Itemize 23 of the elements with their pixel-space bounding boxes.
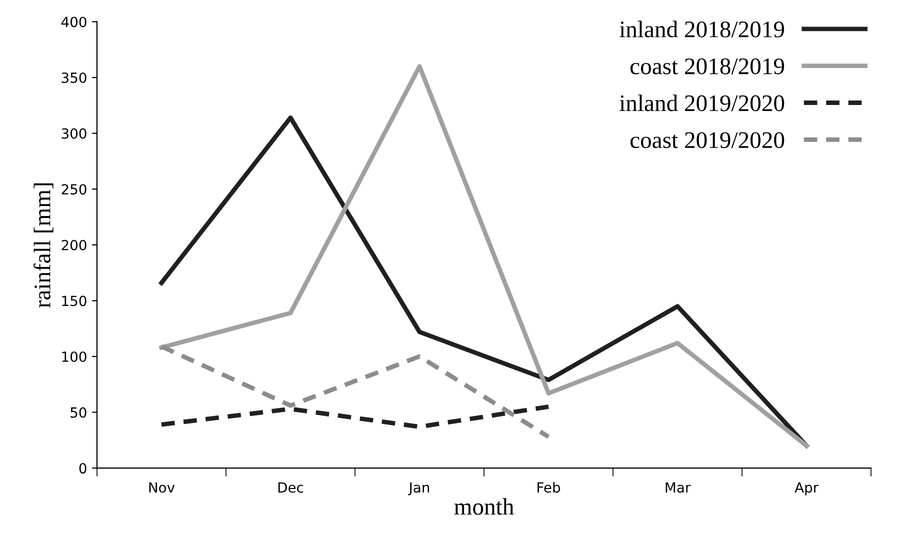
- legend-label: inland 2018/2019: [620, 20, 784, 38]
- y-tick-label: 150: [62, 296, 86, 306]
- y-tick-label: 0: [79, 463, 86, 474]
- x-tick-label: Dec: [278, 482, 304, 493]
- y-tick-label: 300: [62, 128, 86, 139]
- x-tick-label: Nov: [149, 482, 175, 493]
- x-tick-label: Jan: [408, 482, 430, 496]
- y-tick-label: 250: [62, 184, 86, 195]
- legend-label: coast 2018/2019: [630, 58, 784, 74]
- y-tick-label: 350: [62, 72, 86, 83]
- x-axis-title: month: [454, 498, 514, 515]
- y-tick-label: 50: [70, 407, 86, 418]
- y-axis-title: rainfall [mm]: [34, 183, 54, 308]
- y-tick-label: 200: [62, 240, 86, 250]
- y-tick-label: 100: [62, 351, 86, 362]
- line-series: [159, 404, 551, 430]
- line-series: [159, 344, 551, 440]
- x-tick-label: Apr: [794, 482, 819, 496]
- legend-label: coast 2019/2020: [630, 132, 784, 148]
- y-tick-label: 400: [61, 16, 86, 28]
- x-tick-label: Mar: [666, 482, 691, 493]
- x-tick-label: Feb: [538, 482, 560, 493]
- legend-label: inland 2019/2020: [620, 94, 784, 112]
